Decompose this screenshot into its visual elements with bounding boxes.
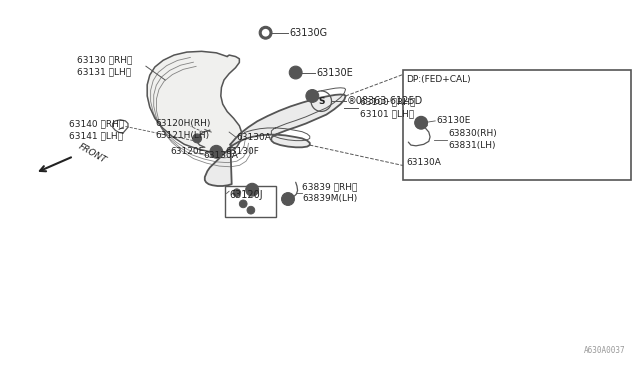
Circle shape: [246, 183, 259, 196]
Text: 63830(RH)
63831(LH): 63830(RH) 63831(LH): [448, 129, 497, 150]
Bar: [225, 186, 276, 217]
Text: ®08363-6125D: ®08363-6125D: [347, 96, 423, 106]
Circle shape: [415, 117, 427, 128]
Text: 63130F: 63130F: [225, 147, 259, 156]
Bar: [403, 70, 631, 180]
Polygon shape: [205, 94, 346, 186]
Circle shape: [233, 189, 241, 196]
Text: 63130G: 63130G: [289, 29, 328, 38]
Text: 63140 〈RH〉
63141 〈LH〉: 63140 〈RH〉 63141 〈LH〉: [69, 119, 124, 140]
Text: 63130A: 63130A: [406, 158, 441, 167]
Text: 63120E: 63120E: [170, 147, 205, 156]
Circle shape: [262, 29, 269, 36]
Circle shape: [284, 195, 292, 203]
Text: A630A0037: A630A0037: [584, 346, 626, 355]
Text: 63120H(RH)
63121H(LH): 63120H(RH) 63121H(LH): [155, 119, 211, 140]
Text: 63130 〈RH〉
63131 〈LH〉: 63130 〈RH〉 63131 〈LH〉: [77, 56, 132, 77]
Circle shape: [415, 116, 428, 129]
Text: 63130E: 63130E: [316, 68, 353, 78]
Circle shape: [239, 200, 247, 208]
Circle shape: [306, 90, 319, 102]
Text: 63120J: 63120J: [229, 190, 263, 200]
Circle shape: [193, 134, 202, 143]
Text: 63130E: 63130E: [436, 116, 471, 125]
Text: S: S: [318, 97, 324, 106]
Circle shape: [247, 206, 255, 214]
Circle shape: [210, 145, 223, 158]
Circle shape: [259, 26, 272, 39]
Text: 63130A: 63130A: [237, 133, 271, 142]
Circle shape: [289, 66, 302, 79]
Text: 63130A: 63130A: [204, 151, 238, 160]
Circle shape: [282, 193, 294, 205]
Text: FRONT: FRONT: [77, 142, 108, 166]
Text: 63100 〈RH〉
63101 〈LH〉: 63100 〈RH〉 63101 〈LH〉: [360, 97, 415, 118]
Text: 63839 〈RH〉
63839M(LH): 63839 〈RH〉 63839M(LH): [302, 182, 358, 203]
Polygon shape: [147, 51, 242, 153]
Text: DP:(FED+CAL): DP:(FED+CAL): [406, 75, 471, 84]
